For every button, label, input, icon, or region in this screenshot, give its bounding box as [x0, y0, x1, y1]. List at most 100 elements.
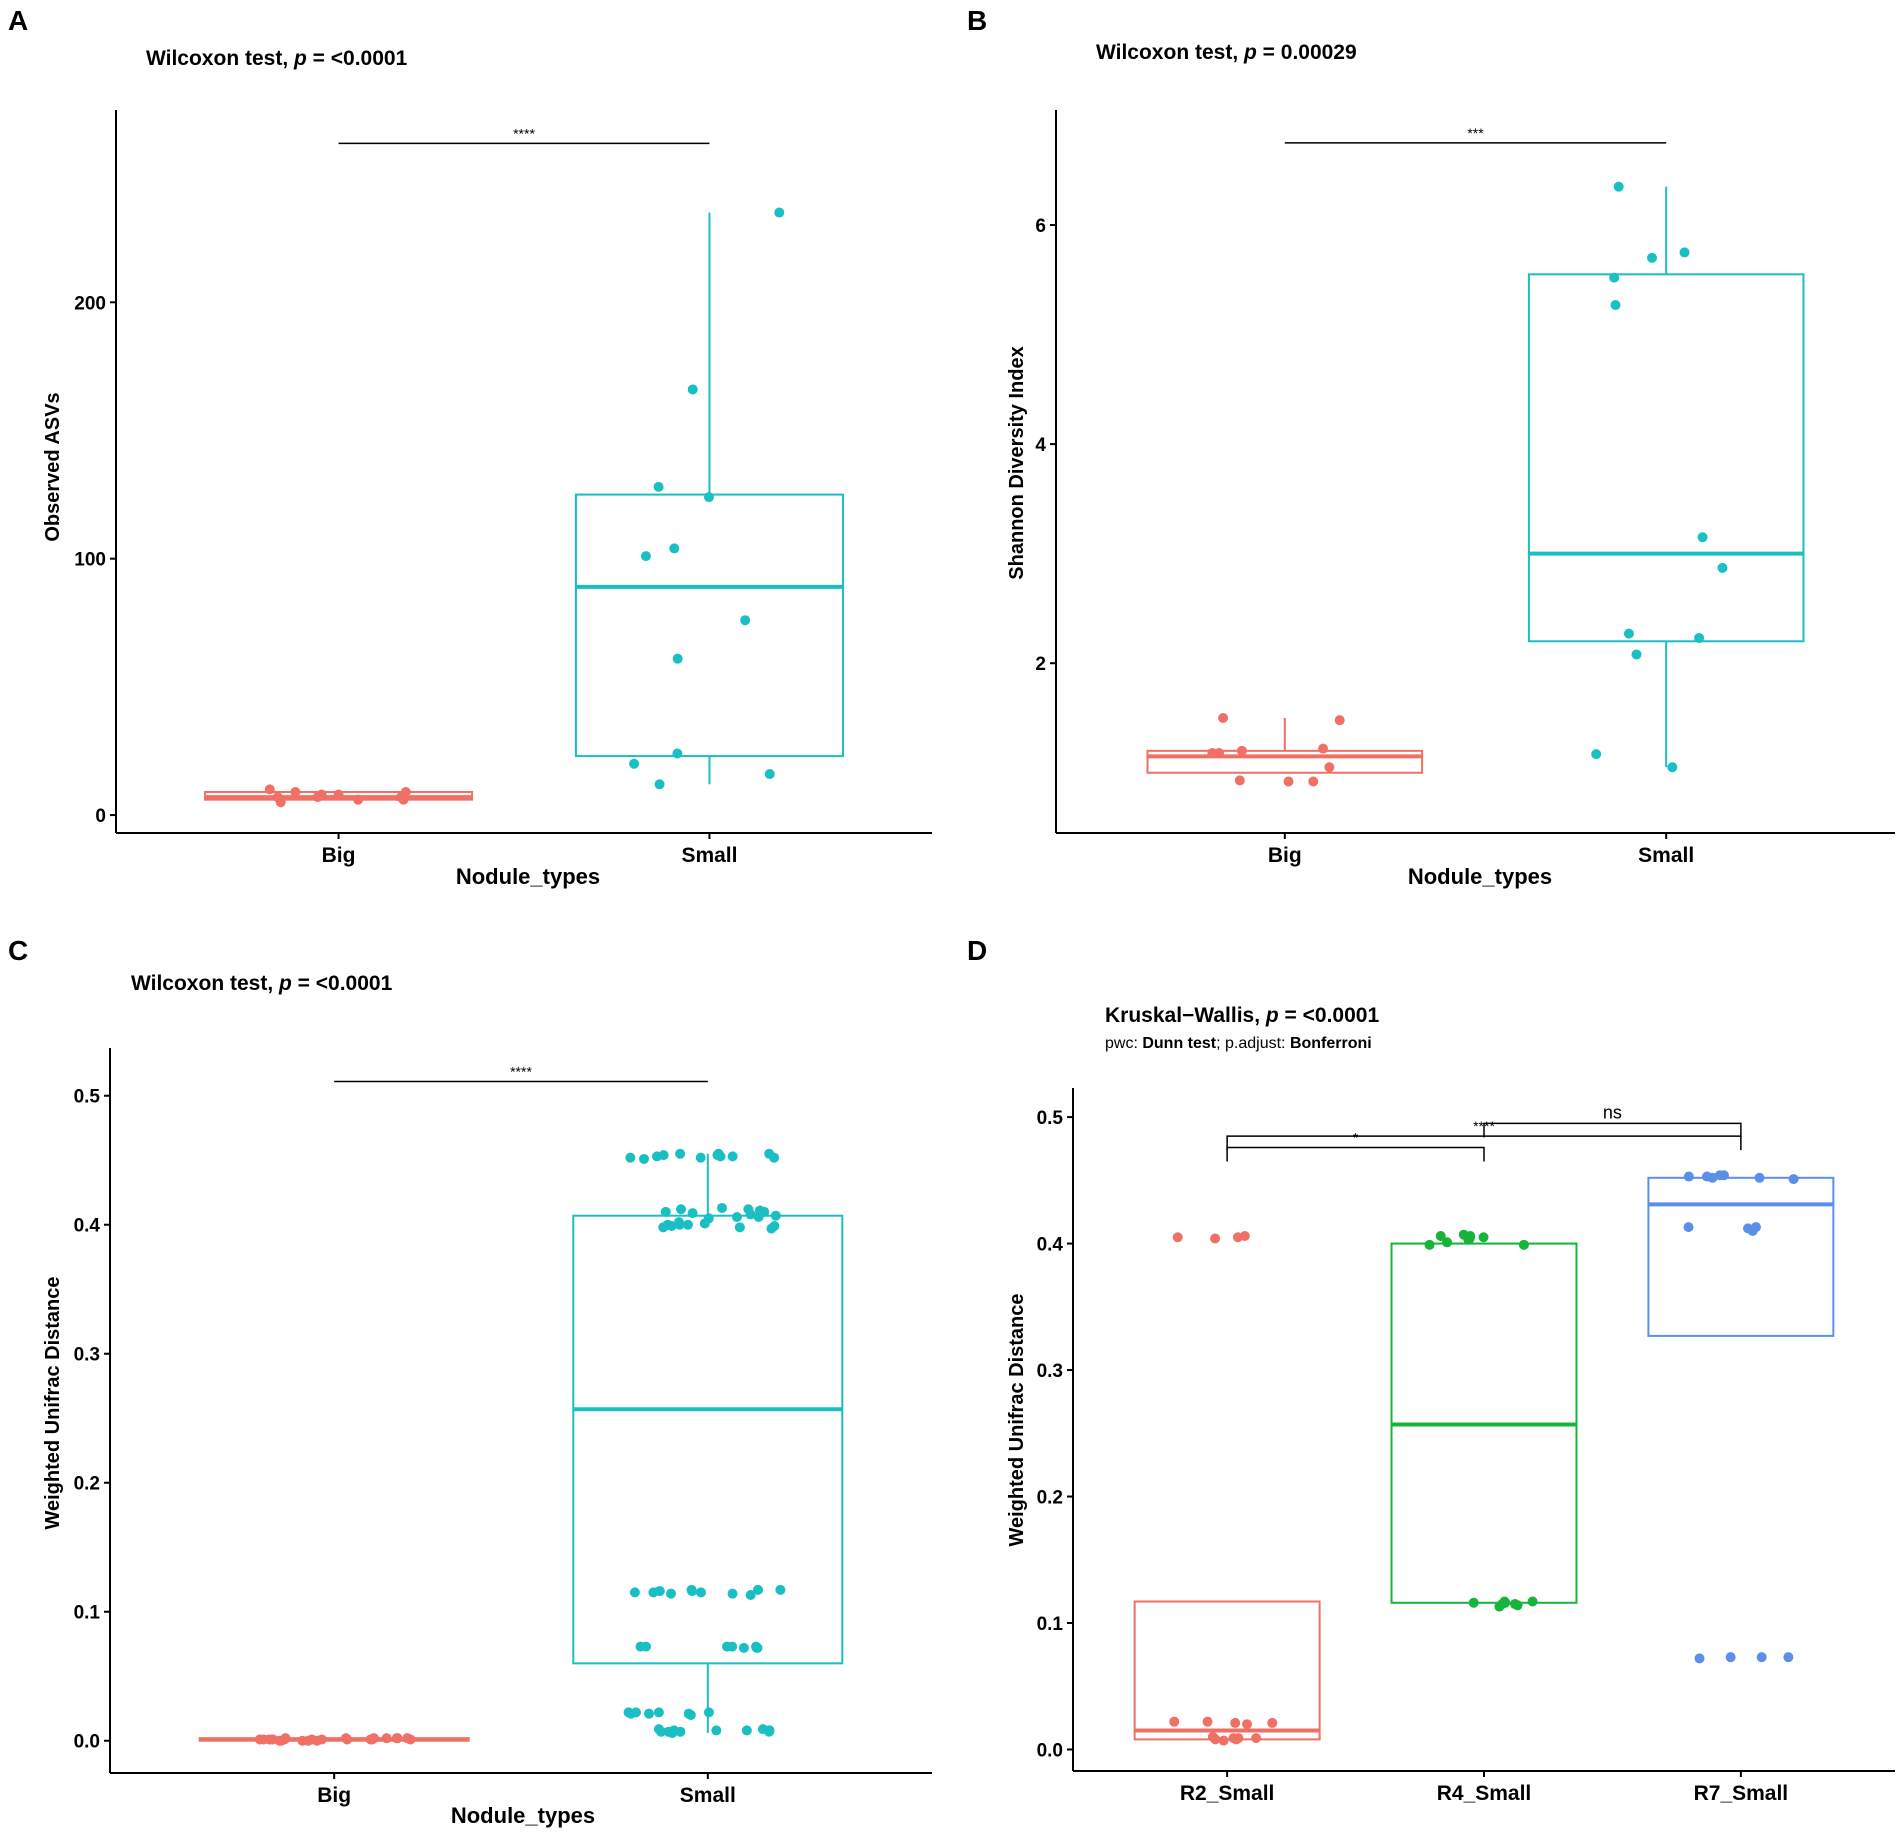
plot-area: 0 100 200 Big Small ****: [74, 110, 932, 867]
data-point: [635, 1641, 646, 1652]
data-point: [1218, 1735, 1229, 1746]
y-axis-label: Weighted Unifrac Distance: [42, 1276, 64, 1529]
y-tick-label: 2: [1035, 654, 1046, 675]
panel-subtitle: pwc: Dunn test; p.adjust: Bonferroni: [1105, 1035, 1372, 1052]
significance-label: *: [1353, 1129, 1359, 1145]
data-point: [254, 1734, 265, 1745]
data-point: [1210, 1233, 1221, 1244]
data-point: [774, 207, 785, 218]
data-point: [1613, 181, 1624, 192]
data-point: [699, 1218, 710, 1229]
panel-title: Wilcoxon test, p = <0.0001: [131, 972, 393, 995]
data-point: [654, 779, 665, 790]
data-point: [669, 543, 680, 554]
data-point: [353, 794, 364, 805]
y-tick-label: 0.4: [1037, 1235, 1064, 1256]
data-point: [1233, 1733, 1244, 1744]
data-point: [687, 1208, 698, 1219]
x-tick-label: Small: [1638, 844, 1694, 867]
data-point: [333, 789, 344, 800]
significance-bracket: [1226, 1146, 1485, 1162]
significance-bracket: [1483, 1122, 1742, 1138]
data-point: [1242, 1719, 1253, 1730]
data-point: [682, 1219, 693, 1230]
data-point: [1683, 1222, 1694, 1233]
data-point: [695, 1152, 706, 1163]
y-tick-label: 0.5: [74, 1087, 101, 1108]
data-point: [405, 1734, 416, 1745]
y-tick-label: 4: [1035, 435, 1046, 456]
x-axis-label: Nodule_types: [451, 1803, 595, 1828]
panel-a: A Wilcoxon test, p = <0.0001 Observed AS…: [8, 5, 932, 889]
data-point: [667, 1728, 678, 1739]
panel-b: B Wilcoxon test, p = 0.00029 Shannon Div…: [967, 5, 1895, 889]
data-point: [727, 1151, 738, 1162]
y-tick-label: 0.3: [74, 1345, 100, 1366]
y-tick-label: 0.1: [1037, 1614, 1064, 1635]
significance-label: ***: [1467, 125, 1484, 141]
box: [1146, 749, 1424, 774]
data-point: [1518, 1239, 1529, 1250]
data-point: [658, 1222, 669, 1233]
data-point: [734, 1222, 745, 1233]
data-point: [1236, 745, 1247, 756]
data-point: [1239, 1230, 1250, 1241]
x-tick-label: Big: [317, 1784, 351, 1807]
panel-label: D: [967, 935, 987, 966]
data-point: [727, 1588, 738, 1599]
y-tick-label: 0.0: [74, 1732, 100, 1753]
data-point: [672, 748, 683, 759]
x-tick-label: Small: [681, 844, 737, 867]
y-tick-label: 100: [74, 550, 106, 571]
x-axis-label: Nodule_types: [1408, 864, 1552, 889]
data-point: [685, 1709, 696, 1720]
data-point: [342, 1734, 353, 1745]
data-point: [1623, 628, 1634, 639]
data-point: [1707, 1172, 1718, 1183]
data-point: [1334, 715, 1345, 726]
data-point: [391, 1733, 402, 1744]
data-point: [640, 551, 651, 562]
x-tick-label: R4_Small: [1437, 1782, 1532, 1805]
data-point: [1647, 252, 1658, 263]
data-point: [745, 1209, 756, 1220]
data-point: [1308, 776, 1319, 787]
data-point: [687, 384, 698, 395]
data-point: [1435, 1230, 1446, 1241]
data-point: [713, 1148, 724, 1159]
panel-label: C: [8, 935, 28, 966]
data-point: [1230, 1717, 1241, 1728]
data-point: [1267, 1717, 1278, 1728]
plot-area: 0.0 0.1 0.2 0.3 0.4 0.5 R2_Small R4_Small R7_Sma…: [1037, 1088, 1895, 1805]
data-point: [752, 1584, 763, 1595]
data-point: [1591, 749, 1602, 760]
data-point: [764, 769, 775, 780]
data-point: [303, 1735, 314, 1746]
data-point: [1207, 1731, 1218, 1742]
data-point: [731, 1211, 742, 1222]
data-point: [264, 784, 275, 795]
data-point: [1527, 1596, 1538, 1607]
data-point: [1442, 1237, 1453, 1248]
data-point: [1783, 1652, 1794, 1663]
data-point: [675, 1148, 686, 1159]
data-point: [1218, 712, 1229, 723]
data-point: [629, 1587, 640, 1598]
data-point: [1697, 532, 1708, 543]
panel-title: Wilcoxon test, p = 0.00029: [1096, 41, 1357, 64]
data-point: [674, 1219, 685, 1230]
data-point: [1631, 649, 1642, 660]
data-point: [643, 1708, 654, 1719]
data-point: [1694, 1653, 1705, 1664]
y-tick-label: 0.3: [1037, 1361, 1063, 1382]
significance-label: ****: [513, 125, 535, 141]
data-point: [1251, 1733, 1262, 1744]
data-point: [625, 1152, 636, 1163]
data-point: [687, 1586, 698, 1597]
data-point: [703, 1707, 714, 1718]
data-point: [1169, 1716, 1180, 1727]
data-point: [775, 1584, 786, 1595]
data-point: [1747, 1225, 1758, 1236]
y-axis-label: Shannon Diversity Index: [1006, 346, 1028, 579]
data-point: [367, 1734, 378, 1745]
